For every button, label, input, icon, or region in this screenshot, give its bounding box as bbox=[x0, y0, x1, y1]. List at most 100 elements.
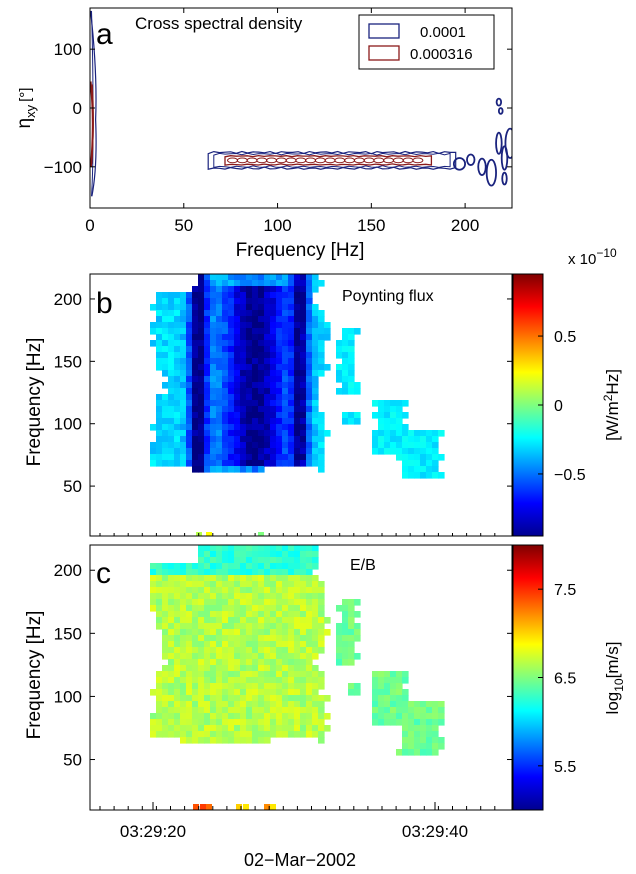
c-heat-cell bbox=[312, 563, 319, 570]
c-heat-cell bbox=[228, 545, 235, 552]
panel-c-x-label: 02−Mar−2002 bbox=[244, 850, 356, 870]
b-heat-cell bbox=[180, 400, 187, 407]
c-heat-cell bbox=[222, 719, 229, 726]
c-heat-cell bbox=[300, 557, 307, 564]
c-heat-cell bbox=[300, 659, 307, 666]
c-heat-cell bbox=[378, 677, 385, 684]
b-heat-cell bbox=[300, 454, 307, 461]
b-heat-cell bbox=[216, 364, 223, 371]
c-heat-cell bbox=[198, 569, 205, 576]
b-heat-cell bbox=[156, 394, 163, 401]
b-heat-cell bbox=[174, 442, 181, 449]
c-heat-cell bbox=[162, 593, 169, 600]
b-heat-cell bbox=[168, 340, 175, 347]
b-heat-cell bbox=[288, 274, 295, 281]
c-heat-cell bbox=[186, 575, 193, 582]
c-heat-cell bbox=[150, 563, 157, 570]
c-heat-cell bbox=[240, 569, 247, 576]
b-heat-cell bbox=[204, 460, 211, 467]
c-heat-cell bbox=[198, 581, 205, 588]
b-heat-cell bbox=[228, 442, 235, 449]
b-heat-cell bbox=[186, 304, 193, 311]
b-heat-cell bbox=[162, 316, 169, 323]
c-heat-cell bbox=[222, 695, 229, 702]
b-heat-cell bbox=[240, 340, 247, 347]
b-heat-cell bbox=[246, 448, 253, 455]
b-heat-cell bbox=[198, 280, 205, 287]
c-heat-cell bbox=[252, 593, 259, 600]
b-heat-cell bbox=[276, 274, 283, 281]
c-heat-cell bbox=[312, 551, 319, 558]
c-heat-cell bbox=[258, 737, 265, 744]
c-heat-cell bbox=[210, 647, 217, 654]
c-heat-cell bbox=[174, 611, 181, 618]
b-heat-cell bbox=[258, 358, 265, 365]
c-heat-cell bbox=[252, 653, 259, 660]
c-heat-cell bbox=[378, 707, 385, 714]
b-heat-cell bbox=[216, 358, 223, 365]
b-heat-cell bbox=[258, 376, 265, 383]
b-heat-cell bbox=[228, 298, 235, 305]
b-heat-cell bbox=[270, 274, 277, 281]
c-heat-cell bbox=[402, 677, 409, 684]
b-heat-cell bbox=[348, 370, 355, 377]
c-heat-cell bbox=[288, 611, 295, 618]
c-heat-cell bbox=[270, 545, 277, 552]
b-heat-cell bbox=[396, 418, 403, 425]
b-heat-cell bbox=[288, 328, 295, 335]
b-heat-cell bbox=[306, 454, 313, 461]
c-heat-cell bbox=[234, 611, 241, 618]
b-heat-cell bbox=[402, 436, 409, 443]
c-heat-cell bbox=[294, 677, 301, 684]
b-heat-cell bbox=[294, 274, 301, 281]
b-heat-cell bbox=[414, 436, 421, 443]
c-heat-cell bbox=[162, 581, 169, 588]
c-heat-cell bbox=[234, 587, 241, 594]
c-heat-cell bbox=[264, 587, 271, 594]
c-heat-cell bbox=[306, 683, 313, 690]
b-heat-cell bbox=[270, 298, 277, 305]
c-heat-cell bbox=[372, 683, 379, 690]
c-heat-cell bbox=[156, 611, 163, 618]
c-heat-cell bbox=[204, 599, 211, 606]
b-heat-cell bbox=[264, 448, 271, 455]
b-heat-cell bbox=[216, 460, 223, 467]
c-heat-cell bbox=[258, 683, 265, 690]
c-heat-cell bbox=[276, 719, 283, 726]
c-heat-cell bbox=[192, 587, 199, 594]
c-heat-cell bbox=[222, 599, 229, 606]
b-heat-cell bbox=[288, 436, 295, 443]
c-heat-cell bbox=[258, 563, 265, 570]
c-heat-cell bbox=[324, 617, 331, 624]
c-heat-cell bbox=[186, 569, 193, 576]
c-heat-cell bbox=[264, 737, 271, 744]
c-heat-cell bbox=[240, 611, 247, 618]
b-heat-cell bbox=[258, 322, 265, 329]
c-heat-cell bbox=[210, 701, 217, 708]
c-heat-cell bbox=[150, 575, 157, 582]
b-heat-cell bbox=[246, 400, 253, 407]
b-heat-cell bbox=[402, 448, 409, 455]
c-heat-cell bbox=[312, 689, 319, 696]
c-heat-cell bbox=[210, 725, 217, 732]
c-heat-cell bbox=[162, 695, 169, 702]
c-heat-cell bbox=[234, 545, 241, 552]
b-heat-cell bbox=[420, 472, 427, 479]
b-heat-cell bbox=[204, 286, 211, 293]
c-heat-cell bbox=[204, 683, 211, 690]
c-heat-cell bbox=[402, 707, 409, 714]
c-heat-cell bbox=[216, 731, 223, 738]
b-heat-cell bbox=[294, 328, 301, 335]
c-heat-cell bbox=[270, 551, 277, 558]
b-heat-cell bbox=[234, 406, 241, 413]
c-heat-cell bbox=[252, 671, 259, 678]
b-heat-cell bbox=[246, 370, 253, 377]
c-heat-cell bbox=[204, 581, 211, 588]
b-heat-cell bbox=[198, 298, 205, 305]
b-heat-cell bbox=[150, 448, 157, 455]
a-contour-blue-fragment bbox=[452, 157, 467, 171]
c-heat-cell bbox=[384, 719, 391, 726]
b-heat-cell bbox=[306, 286, 313, 293]
b-heat-cell bbox=[186, 328, 193, 335]
b-heat-cell bbox=[162, 400, 169, 407]
